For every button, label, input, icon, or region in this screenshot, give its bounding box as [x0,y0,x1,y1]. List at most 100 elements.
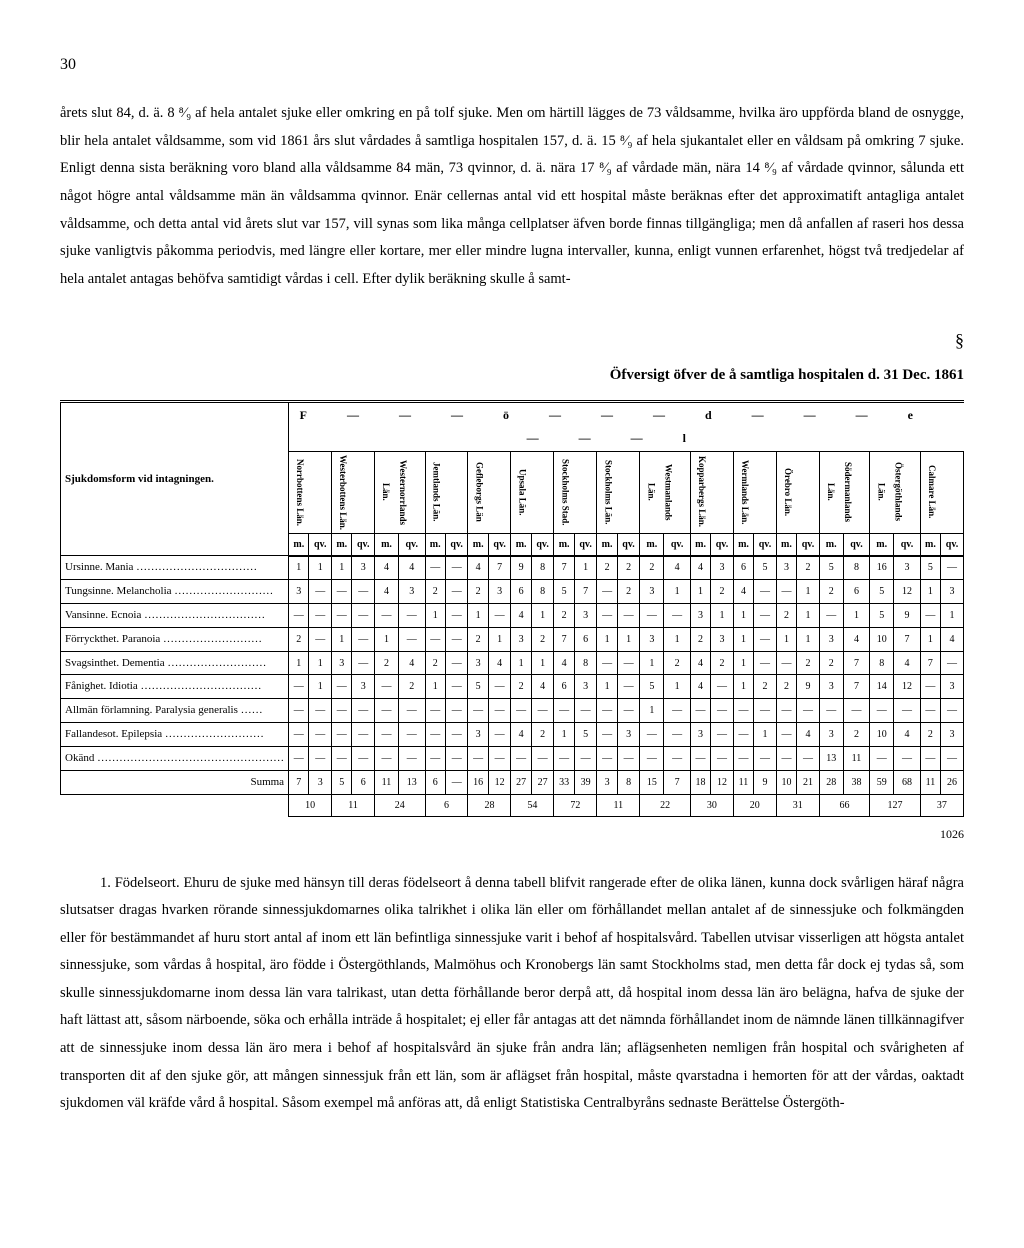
data-cell: 3 [711,627,734,651]
data-cell: — [640,747,664,771]
mq-header: qv. [617,533,640,556]
data-cell: — [554,699,574,723]
data-cell: 1 [733,627,753,651]
data-cell: 1 [690,579,710,603]
data-cell: 1 [640,651,664,675]
data-cell: 5 [819,556,843,580]
data-cell: — [574,699,597,723]
data-cell: — [511,747,531,771]
fodel-header: F———ö———d———e———l [289,401,964,451]
page-number: 30 [60,50,964,80]
mq-header: m. [425,533,445,556]
data-cell: 7 [920,651,940,675]
data-cell: — [309,723,332,747]
data-cell: — [920,747,940,771]
data-cell: 1 [711,603,734,627]
data-cell: — [711,675,734,699]
data-cell: 4 [488,651,511,675]
summa-cell: 12 [711,771,734,795]
col-total: 66 [819,794,869,816]
summa-cell: 12 [488,771,511,795]
data-cell: 3 [640,627,664,651]
summa-cell: 5 [332,771,352,795]
data-cell: — [375,675,399,699]
data-cell: 1 [425,603,445,627]
data-cell: 1 [309,556,332,580]
column-header: Stockholms Län. [597,451,640,533]
data-cell: — [941,747,964,771]
data-cell: — [941,556,964,580]
data-cell: 2 [664,651,691,675]
data-cell: 3 [398,579,425,603]
data-cell: — [445,556,468,580]
summa-cell: 28 [819,771,843,795]
data-cell: — [488,747,511,771]
mq-header: m. [733,533,753,556]
summa-cell: 38 [843,771,870,795]
row-label: Tungsinne. Melancholia ……………………… [61,579,289,603]
mq-header: qv. [843,533,870,556]
data-cell: — [531,747,554,771]
data-cell: — [445,579,468,603]
data-cell: 3 [488,579,511,603]
data-cell: — [468,699,488,723]
data-cell: — [597,651,617,675]
data-cell: — [309,603,332,627]
data-cell: 3 [819,675,843,699]
summa-cell: 7 [289,771,309,795]
data-cell: 4 [733,579,753,603]
data-cell: — [375,699,399,723]
data-cell: 1 [640,699,664,723]
data-cell: — [445,675,468,699]
summa-cell: 39 [574,771,597,795]
data-cell: 2 [920,723,940,747]
data-cell: 3 [690,603,710,627]
data-cell: 9 [894,603,921,627]
row-label: Okänd …………………………………………… [61,747,289,771]
data-cell: 2 [640,556,664,580]
data-cell: 1 [574,556,597,580]
summa-label: Summa [61,771,289,795]
data-cell: — [574,747,597,771]
data-cell: 2 [690,627,710,651]
data-cell: — [664,699,691,723]
data-cell: — [332,603,352,627]
data-cell: 3 [941,675,964,699]
mq-header: qv. [531,533,554,556]
data-cell: — [289,747,309,771]
data-cell: — [894,699,921,723]
data-cell: — [597,723,617,747]
data-cell: 2 [398,675,425,699]
data-cell: — [754,747,777,771]
data-cell: — [425,699,445,723]
data-cell: 2 [843,723,870,747]
data-cell: 1 [531,603,554,627]
data-cell: 4 [375,556,399,580]
data-cell: — [597,603,617,627]
data-cell: — [488,723,511,747]
data-cell: — [920,603,940,627]
data-cell: 5 [574,723,597,747]
section-symbol: § [60,323,964,357]
data-cell: — [488,675,511,699]
data-cell: — [352,603,375,627]
data-cell: 11 [843,747,870,771]
data-cell: 3 [289,579,309,603]
data-cell: 7 [554,556,574,580]
col-total: 31 [776,794,819,816]
mq-header: m. [375,533,399,556]
data-cell: — [309,699,332,723]
data-cell: — [617,651,640,675]
data-cell: 1 [597,627,617,651]
row-label: Förryckthet. Paranoia ……………………… [61,627,289,651]
data-cell: — [819,603,843,627]
mq-header: m. [289,533,309,556]
data-cell: — [425,747,445,771]
data-cell: — [776,579,796,603]
data-cell: 1 [289,651,309,675]
data-cell: — [797,699,820,723]
column-header: Örebro Län. [776,451,819,533]
data-cell: — [617,747,640,771]
mq-header: qv. [488,533,511,556]
data-cell: 3 [468,651,488,675]
